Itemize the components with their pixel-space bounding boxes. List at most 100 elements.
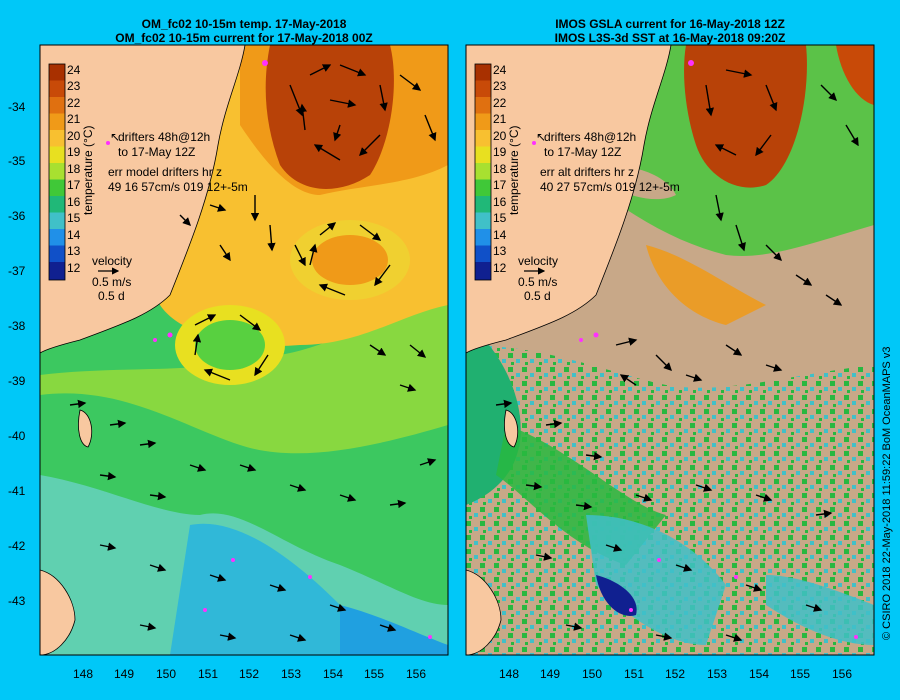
lon-tick: 150 bbox=[156, 667, 176, 681]
colorbar-tick: 24 bbox=[493, 63, 507, 77]
colorbar-band bbox=[475, 229, 491, 246]
colorbar-tick: 19 bbox=[493, 145, 507, 159]
lon-tick: 149 bbox=[114, 667, 134, 681]
lon-tick: 153 bbox=[707, 667, 727, 681]
colorbar-band bbox=[49, 113, 65, 131]
colorbar-band bbox=[49, 196, 65, 213]
lon-tick: 154 bbox=[749, 667, 769, 681]
colorbar-tick: 23 bbox=[67, 79, 81, 93]
colorbar-band bbox=[49, 163, 65, 180]
colorbar-tick: 21 bbox=[493, 112, 507, 126]
right-map-panel: 24 23 22 21 20 19 18 17 16 15 14 13 12 t… bbox=[466, 45, 874, 655]
colorbar-label: temperature (°C) bbox=[507, 126, 521, 216]
left-map-svg: 24 23 22 21 20 19 18 17 16 15 14 13 12 t… bbox=[40, 45, 448, 655]
legend-err-line1: err model drifters hr z bbox=[108, 165, 222, 179]
colorbar-tick: 13 bbox=[67, 244, 81, 258]
lon-tick: 148 bbox=[73, 667, 93, 681]
colorbar-tick: 12 bbox=[493, 261, 507, 275]
left-title-line2: OM_fc02 10-15m current for 17-May-2018 0… bbox=[115, 31, 373, 45]
colorbar-tick: 21 bbox=[67, 112, 81, 126]
lat-tick: -37 bbox=[8, 264, 26, 278]
colorbar-band bbox=[49, 212, 65, 230]
velocity-label: velocity bbox=[518, 254, 558, 268]
lon-tick: 156 bbox=[832, 667, 852, 681]
lat-tick: -39 bbox=[8, 374, 26, 388]
velocity-label: velocity bbox=[92, 254, 132, 268]
colorbar-band bbox=[475, 130, 491, 147]
colorbar-tick: 22 bbox=[493, 96, 507, 110]
colorbar-tick: 13 bbox=[493, 244, 507, 258]
colorbar-tick: 15 bbox=[67, 211, 81, 225]
eddy-inner bbox=[312, 235, 388, 285]
colorbar-tick: 18 bbox=[67, 162, 81, 176]
lat-tick: -41 bbox=[8, 484, 26, 498]
legend-err-line2: 49 16 57cm/s 019 12+-5m bbox=[108, 180, 248, 194]
colorbar-tick: 24 bbox=[67, 63, 81, 77]
colorbar-tick: 14 bbox=[67, 228, 81, 242]
colorbar-band bbox=[475, 196, 491, 213]
colorbar-band bbox=[49, 146, 65, 164]
velocity-speed: 0.5 m/s bbox=[518, 275, 557, 289]
colorbar-band bbox=[49, 97, 65, 114]
left-title-line1: OM_fc02 10-15m temp. 17-May-2018 bbox=[141, 17, 347, 31]
velocity-time: 0.5 d bbox=[98, 289, 125, 303]
colorbar-band bbox=[475, 163, 491, 180]
colorbar-tick: 19 bbox=[67, 145, 81, 159]
lat-tick: -36 bbox=[8, 209, 26, 223]
velocity-time: 0.5 d bbox=[524, 289, 551, 303]
colorbar-band bbox=[475, 212, 491, 230]
right-map-svg: 24 23 22 21 20 19 18 17 16 15 14 13 12 t… bbox=[466, 45, 874, 655]
lon-tick: 149 bbox=[540, 667, 560, 681]
left-map-panel: 24 23 22 21 20 19 18 17 16 15 14 13 12 t… bbox=[40, 45, 448, 655]
lon-tick: 156 bbox=[406, 667, 426, 681]
colorbar-tick: 17 bbox=[493, 178, 507, 192]
lon-tick: 153 bbox=[281, 667, 301, 681]
legend-drifters-line1: drifters 48h@12h bbox=[118, 130, 210, 144]
colorbar-tick: 17 bbox=[67, 178, 81, 192]
legend-drifters-line2: to 17-May 12Z bbox=[118, 145, 195, 159]
colorbar-tick: 23 bbox=[493, 79, 507, 93]
colorbar-band bbox=[475, 80, 491, 98]
left-panel-title: OM_fc02 10-15m temp. 17-May-2018 OM_fc02… bbox=[40, 17, 448, 45]
lon-tick: 152 bbox=[665, 667, 685, 681]
colorbar-band bbox=[49, 80, 65, 98]
colorbar-band bbox=[49, 130, 65, 147]
southern-eddy-core bbox=[195, 320, 265, 370]
colorbar-band bbox=[49, 262, 65, 280]
lon-tick: 154 bbox=[323, 667, 343, 681]
colorbar-band bbox=[475, 97, 491, 114]
lon-tick: 148 bbox=[499, 667, 519, 681]
colorbar-tick: 20 bbox=[67, 129, 81, 143]
lon-tick: 155 bbox=[364, 667, 384, 681]
lat-tick: -40 bbox=[8, 429, 26, 443]
colorbar-band bbox=[475, 179, 491, 197]
colorbar-tick: 22 bbox=[67, 96, 81, 110]
colorbar-band bbox=[475, 146, 491, 164]
lat-tick: -43 bbox=[8, 594, 26, 608]
colorbar-band bbox=[49, 245, 65, 263]
legend-err-line2: 40 27 57cm/s 019 12+-5m bbox=[540, 180, 680, 194]
right-title-line1: IMOS GSLA current for 16-May-2018 12Z bbox=[555, 17, 785, 31]
legend-err-line1: err alt drifters hr z bbox=[540, 165, 634, 179]
colorbar-band bbox=[475, 262, 491, 280]
lon-tick: 151 bbox=[198, 667, 218, 681]
lat-tick: -42 bbox=[8, 539, 26, 553]
colorbar-band bbox=[49, 179, 65, 197]
left-lat-labels: -34 -35 -36 -37 -38 -39 -40 -41 -42 -43 bbox=[8, 100, 26, 608]
colorbar-label: temperature (°C) bbox=[81, 126, 95, 216]
velocity-speed: 0.5 m/s bbox=[92, 275, 131, 289]
legend-drifters-line2: to 17-May 12Z bbox=[544, 145, 621, 159]
left-lon-labels: 148 149 150 151 152 153 154 155 156 bbox=[73, 667, 426, 681]
colorbar-band bbox=[475, 113, 491, 131]
colorbar-tick: 16 bbox=[493, 195, 507, 209]
colorbar-tick: 15 bbox=[493, 211, 507, 225]
colorbar-tick: 16 bbox=[67, 195, 81, 209]
lon-tick: 155 bbox=[790, 667, 810, 681]
lat-tick: -35 bbox=[8, 154, 26, 168]
lon-tick: 150 bbox=[582, 667, 602, 681]
right-title-line2: IMOS L3S-3d SST at 16-May-2018 09:20Z bbox=[554, 31, 786, 45]
colorbar-tick: 14 bbox=[493, 228, 507, 242]
lat-tick: -38 bbox=[8, 319, 26, 333]
colorbar-tick: 20 bbox=[493, 129, 507, 143]
colorbar-tick: 18 bbox=[493, 162, 507, 176]
